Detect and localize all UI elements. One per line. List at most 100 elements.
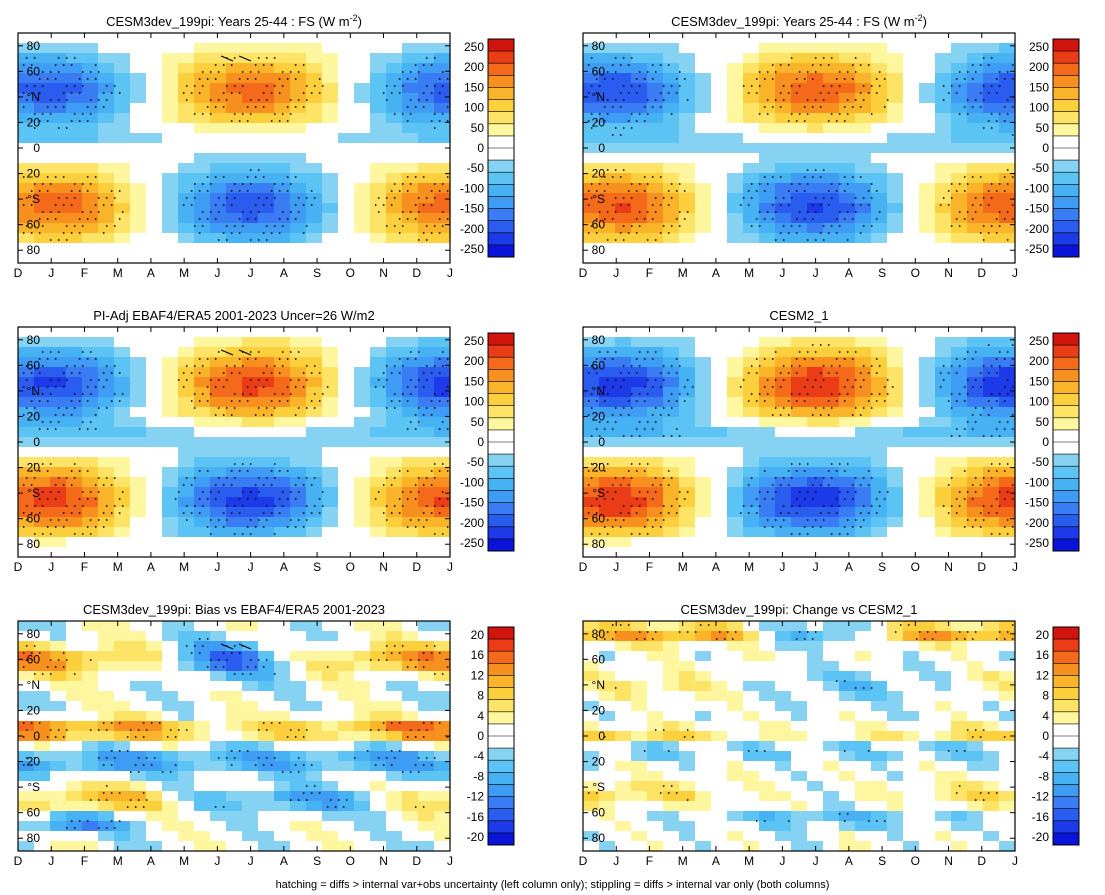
stipple-dot — [89, 71, 92, 73]
stipple-dot — [787, 400, 790, 402]
stipple-dot — [974, 211, 977, 213]
heatmap-cell — [274, 337, 291, 348]
y-tick-label: °N — [27, 384, 40, 398]
stipple-dot — [627, 400, 630, 402]
heatmap-cell — [743, 487, 760, 498]
heatmap-cell — [727, 357, 744, 368]
heatmap-cell — [66, 103, 83, 114]
stipple-dot — [313, 365, 316, 367]
stipple-dot — [318, 498, 321, 500]
heatmap-cell — [727, 113, 744, 124]
stipple-dot — [414, 358, 417, 360]
stipple-dot — [851, 64, 854, 66]
heatmap-cell — [178, 407, 195, 418]
heatmap-cell — [695, 233, 712, 244]
heatmap-cell — [370, 133, 387, 144]
heatmap-cell — [711, 163, 728, 174]
heatmap-cell — [338, 397, 355, 408]
stipple-dot — [249, 533, 252, 535]
stipple-dot — [302, 106, 305, 108]
heatmap-cell — [322, 133, 339, 144]
heatmap-cell — [114, 367, 131, 378]
heatmap-cell — [306, 183, 323, 194]
stipple-dot — [438, 372, 441, 374]
hatching — [220, 349, 252, 356]
heatmap-cell — [855, 367, 872, 378]
heatmap-cell — [418, 517, 435, 528]
stipple-dot — [193, 407, 196, 409]
stipple-dot — [835, 470, 838, 472]
stipple-dot — [606, 71, 609, 73]
heatmap-cell — [34, 621, 51, 632]
heatmap-cell — [631, 467, 648, 478]
stipple-dot — [862, 225, 865, 227]
colorbar-label: -150 — [1025, 202, 1049, 216]
heatmap-cell — [178, 497, 195, 508]
heatmap-cell — [402, 173, 419, 184]
stipple-dot — [595, 358, 598, 360]
heatmap-cell — [967, 397, 984, 408]
heatmap-cell — [583, 477, 600, 488]
heatmap-cell — [807, 103, 824, 114]
heatmap-cell — [370, 377, 387, 388]
stipple-dot — [30, 414, 33, 416]
heatmap-cell — [647, 527, 664, 538]
stipple-dot — [995, 512, 998, 514]
stipple-dot — [622, 169, 625, 171]
stipple-dot — [201, 183, 204, 185]
colorbar-label: 250 — [1029, 40, 1049, 54]
stipple-dot — [97, 211, 100, 213]
heatmap-cell — [130, 407, 147, 418]
heatmap-cell — [759, 253, 776, 264]
heatmap-cell — [823, 243, 840, 254]
heatmap-cell — [242, 143, 259, 154]
heatmap-cell — [274, 73, 291, 84]
heatmap-cell — [306, 347, 323, 358]
stipple-dot — [273, 57, 276, 59]
stipple-dot — [638, 211, 641, 213]
stipple-dot — [233, 477, 236, 479]
stipple-dot — [70, 232, 73, 234]
heatmap-cell — [743, 253, 760, 264]
heatmap-cell — [242, 337, 259, 348]
heatmap-cell — [274, 33, 291, 44]
heatmap-cells — [583, 33, 1016, 264]
heatmap-cell — [386, 497, 403, 508]
stipple-dot — [78, 78, 81, 80]
stipple-dot — [843, 218, 846, 220]
stipple-dot — [406, 400, 409, 402]
stipple-dot — [675, 218, 678, 220]
stipple-dot — [667, 484, 670, 486]
stipple-dot — [979, 232, 982, 234]
stipple-dot — [94, 78, 97, 80]
x-tick-label: M — [678, 560, 688, 574]
heatmap-cell — [98, 711, 115, 722]
heatmap-cell — [66, 387, 83, 398]
colorbar-swatch — [1053, 393, 1079, 407]
heatmap-cell — [807, 243, 824, 254]
heatmap-cell — [98, 347, 115, 358]
stipple-dot — [822, 379, 825, 381]
stipple-dot — [843, 120, 846, 122]
stipple-dot — [305, 505, 308, 507]
stipple-dot — [409, 113, 412, 115]
heatmap-cell — [695, 193, 712, 204]
heatmap-cell — [386, 53, 403, 64]
heatmap-cell — [322, 83, 339, 94]
stipple-dot — [297, 211, 300, 213]
heatmap-cell — [98, 447, 115, 458]
heatmap-cell — [679, 507, 696, 518]
heatmap-cell — [583, 327, 600, 338]
heatmap-cell — [967, 103, 984, 114]
stipple-dot — [185, 379, 188, 381]
heatmap-cell — [775, 347, 792, 358]
stipple-dot — [38, 120, 41, 122]
stipple-dot — [667, 204, 670, 206]
heatmap-cell — [871, 173, 888, 184]
heatmap-cell — [807, 517, 824, 528]
heatmap-cell — [903, 417, 920, 428]
heatmap-cell — [194, 367, 211, 378]
heatmap-cell — [290, 547, 307, 558]
stipple-dot — [409, 393, 412, 395]
heatmap-cell — [999, 73, 1016, 84]
